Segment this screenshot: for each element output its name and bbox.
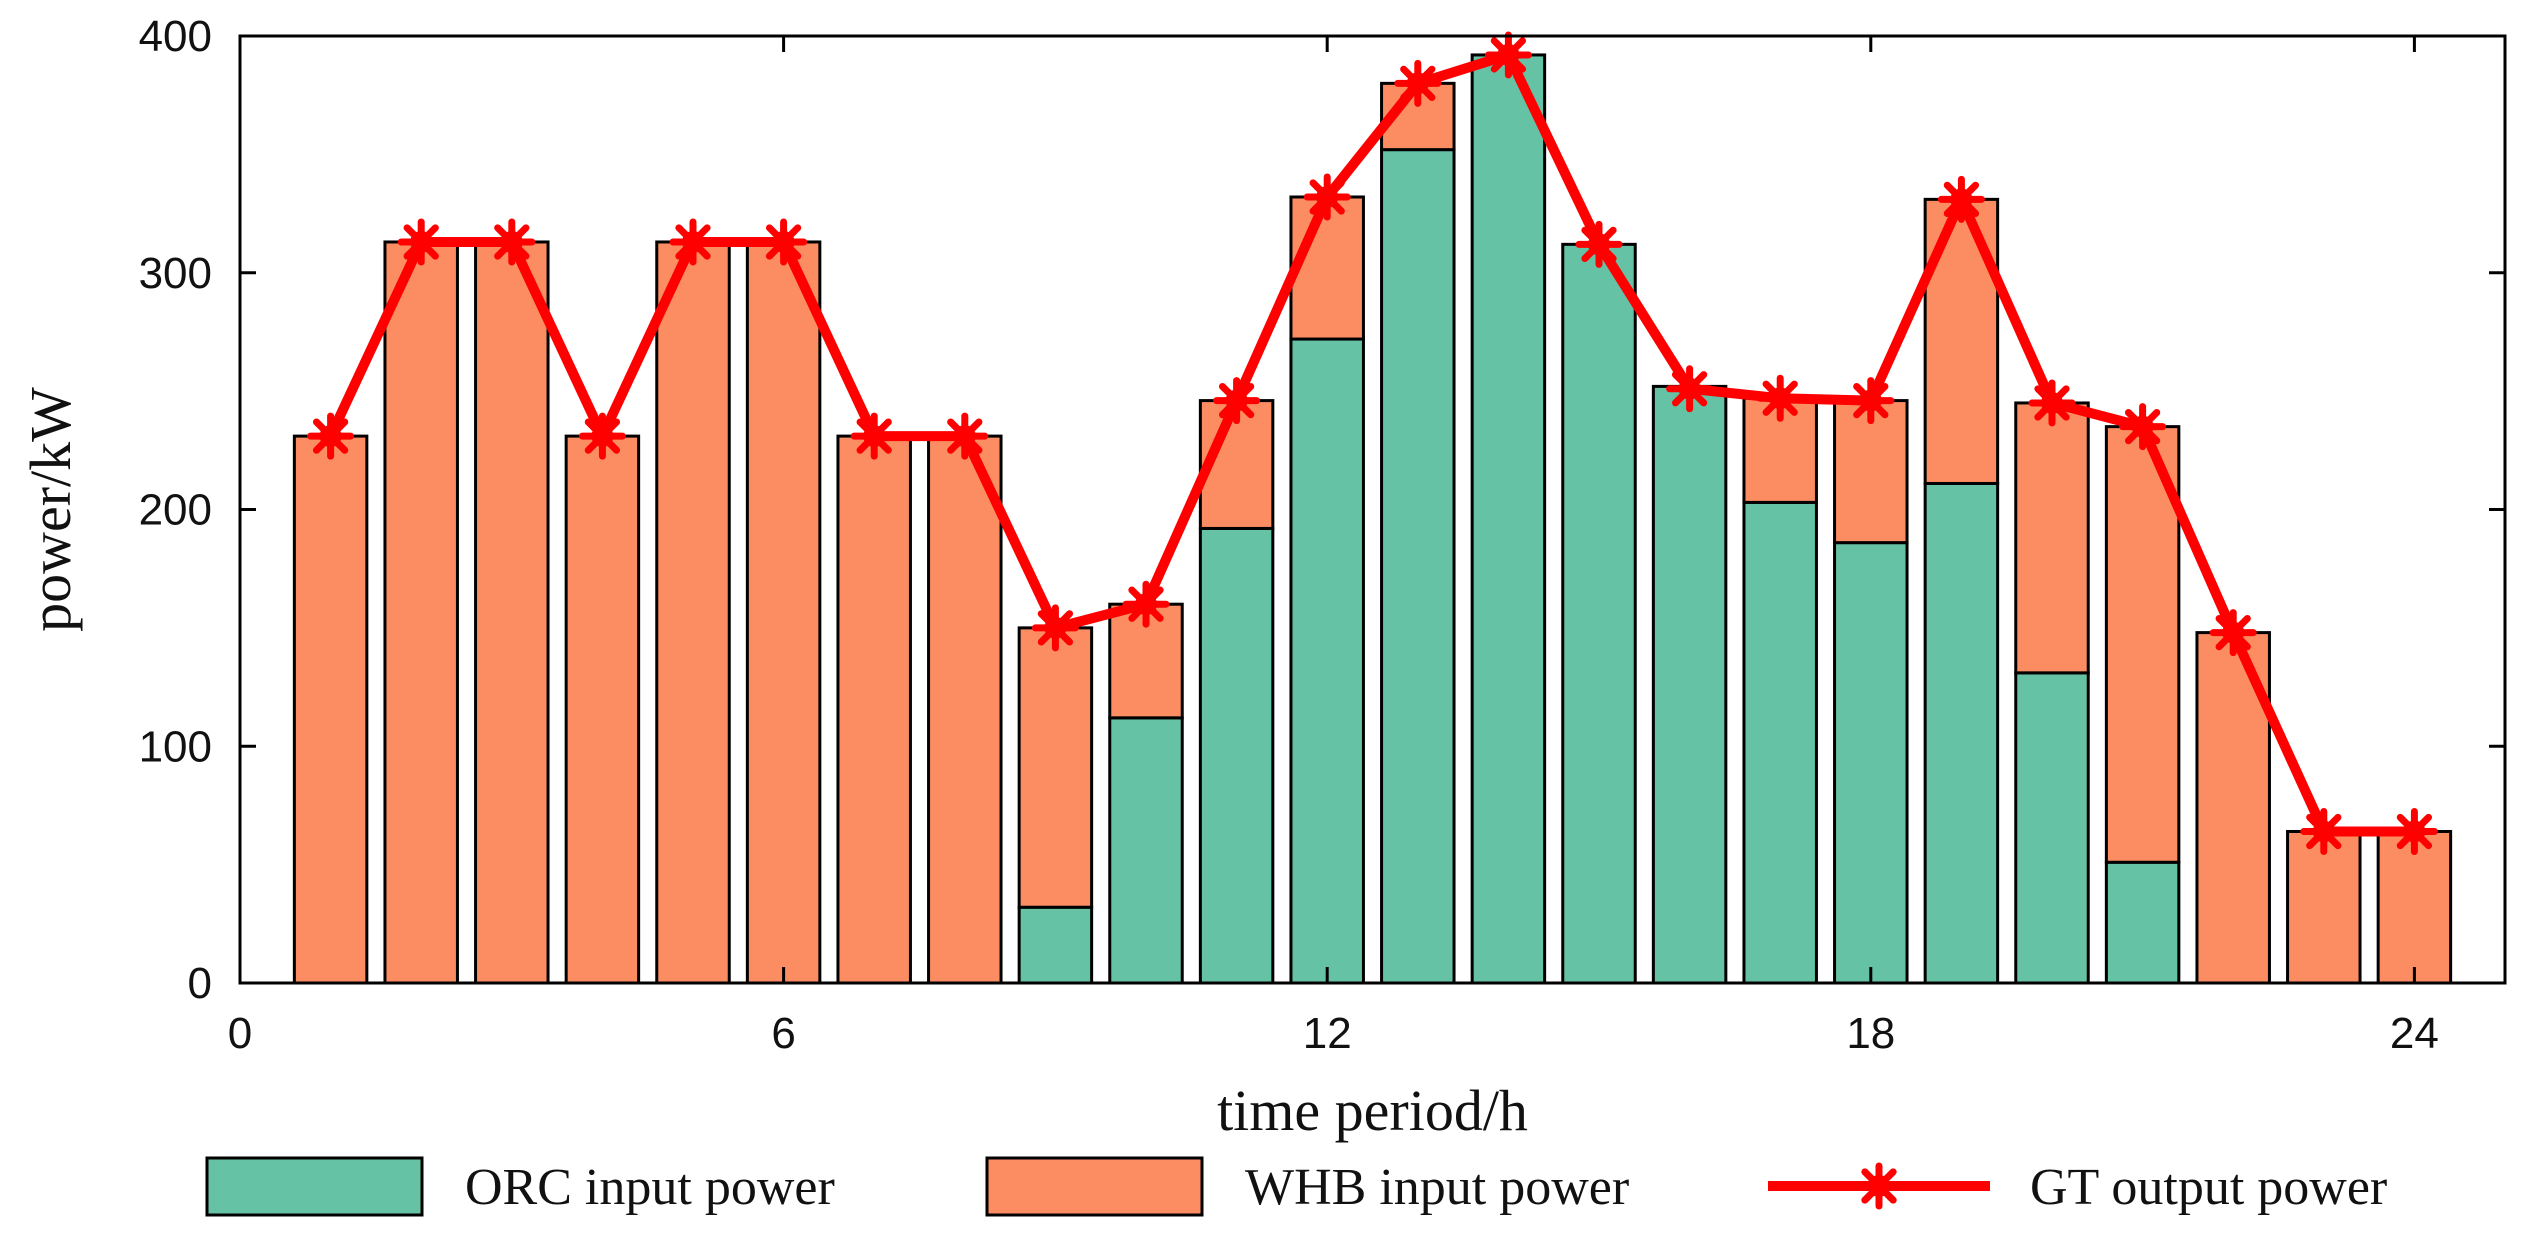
gt-marker-21 [2119,403,2167,451]
bar-orc-14 [1470,53,1547,985]
bar-orc-12 [1289,337,1365,985]
legend-label-gt: GT output power [2030,1159,2387,1216]
gt-output-line [326,49,2415,837]
bar-orc-15 [1561,242,1637,985]
legend-marker-gt [1855,1162,1903,1210]
bar-whb-20 [2014,401,2090,675]
gt-marker-20 [2028,379,2076,427]
gt-marker-19 [1937,175,1985,223]
gt-marker-11 [1213,377,1261,425]
gt-marker-18 [1847,377,1895,425]
axis-ticks [238,34,2505,985]
gt-marker-8 [941,412,989,460]
gt-marker-13 [1394,59,1442,107]
bars-layer [292,53,2453,985]
bar-orc-18 [1833,541,1909,985]
legend-gt-asterisk [1855,1162,1903,1210]
bar-whb-9 [1017,626,1094,909]
x-tick-label-18: 18 [1846,1009,1895,1058]
bar-orc-19 [1923,481,2000,985]
bar-whb-18 [1833,399,1909,545]
legend-label-whb: WHB input power [1245,1159,1629,1216]
y-tick-label-0: 0 [188,959,212,1008]
x-tick-label-0: 0 [228,1009,252,1058]
legend: ORC input power WHB input power GT outpu… [205,1156,2387,1217]
gt-marker-16 [1666,365,1714,413]
y-tick-label-400: 400 [139,12,212,61]
bar-whb-3 [474,240,550,985]
legend-swatch-whb [985,1156,1204,1217]
gt-marker-5 [669,218,717,266]
bar-whb-21 [2104,425,2181,864]
gt-marker-15 [1575,220,1623,268]
bar-orc-20 [2014,671,2090,985]
gt-marker-10 [1122,580,1170,628]
gt-marker-23 [2300,807,2348,855]
x-tick-label-6: 6 [771,1009,795,1058]
gt-marker-14 [1484,31,1532,79]
gt-marker-12 [1303,173,1351,221]
bar-whb-5 [655,240,731,985]
gt-marker-22 [2209,609,2257,657]
y-tick-label-300: 300 [139,249,212,298]
legend-swatch-orc [205,1156,424,1217]
gt-marker-6 [760,218,808,266]
bar-whb-19 [1923,197,2000,485]
axis-tick-labels: 0 100 200 300 400 0 6 12 18 24 [139,12,2439,1058]
bar-orc-16 [1651,384,1728,985]
x-tick-label-24: 24 [2390,1009,2439,1058]
gt-marker-17 [1756,374,1804,422]
gt-marker-4 [578,412,626,460]
bar-whb-8 [927,434,1003,985]
bar-whb-2 [383,240,459,985]
bar-orc-11 [1198,526,1275,985]
x-axis-title: time period/h [1217,1078,1528,1143]
gt-marker-7 [850,412,898,460]
gt-marker-3 [488,218,536,266]
bar-orc-21 [2104,860,2181,985]
bar-orc-10 [1108,716,1184,985]
bar-whb-24 [2376,829,2453,985]
y-axis-title: power/kW [18,387,83,632]
bar-orc-13 [1380,148,1456,985]
bar-whb-1 [292,434,369,985]
gt-line-layer [307,31,2438,855]
gt-marker-1 [307,412,355,460]
y-tick-label-100: 100 [139,722,212,771]
bar-orc-9 [1017,905,1094,985]
bar-whb-7 [836,434,912,985]
gt-marker-2 [397,218,445,266]
y-tick-label-200: 200 [139,486,212,535]
bar-whb-4 [564,434,641,985]
x-tick-label-12: 12 [1303,1009,1352,1058]
gt-marker-9 [1031,604,1079,652]
bar-orc-17 [1742,500,1818,985]
gt-marker-24 [2390,807,2438,855]
legend-label-orc: ORC input power [465,1159,835,1216]
bar-whb-6 [745,240,822,985]
